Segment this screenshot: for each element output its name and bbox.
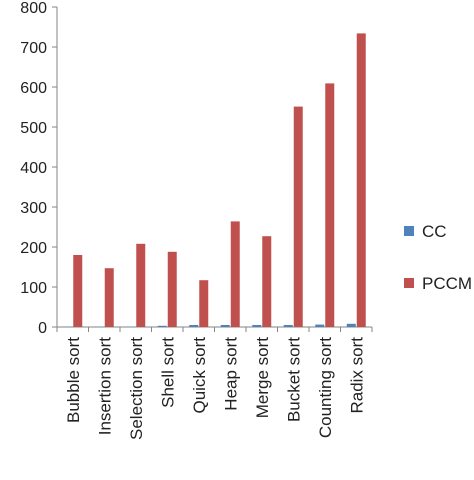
x-category-label: Counting sort xyxy=(316,337,335,438)
bar-cc-counting-sort xyxy=(315,325,324,327)
legend-label-pccm: PCCM xyxy=(422,274,472,293)
bar-pccm-shell-sort xyxy=(168,252,177,327)
bar-cc-quick-sort xyxy=(189,325,198,327)
y-tick-label: 800 xyxy=(20,0,47,17)
bar-pccm-radix-sort xyxy=(357,33,366,327)
bar-pccm-bucket-sort xyxy=(294,107,303,327)
x-category-label: Bucket sort xyxy=(284,337,303,422)
bar-pccm-selection-sort xyxy=(136,244,145,327)
bar-pccm-bubble-sort xyxy=(73,255,82,327)
x-category-label: Radix sort xyxy=(347,337,366,414)
x-category-label: Insertion sort xyxy=(95,337,114,436)
bar-cc-merge-sort xyxy=(252,325,261,327)
x-category-label: Heap sort xyxy=(221,337,240,411)
bar-pccm-insertion-sort xyxy=(105,268,114,327)
legend: CC PCCM xyxy=(404,222,472,293)
y-tick-label: 500 xyxy=(20,120,47,137)
legend-swatch-pccm xyxy=(404,278,414,288)
x-category-label: Selection sort xyxy=(127,337,146,440)
y-tick-label: 200 xyxy=(20,240,47,257)
y-tick-label: 100 xyxy=(20,280,47,297)
y-tick-label: 0 xyxy=(38,320,47,337)
x-category-label: Merge sort xyxy=(253,337,272,419)
bar-cc-radix-sort xyxy=(347,324,356,327)
y-tick-label: 400 xyxy=(20,160,47,177)
bars xyxy=(63,33,366,327)
y-tick-label: 600 xyxy=(20,80,47,97)
bar-pccm-merge-sort xyxy=(262,236,271,327)
x-category-label: Bubble sort xyxy=(64,337,83,423)
x-category-label: Quick sort xyxy=(190,337,209,414)
bar-pccm-counting-sort xyxy=(325,83,334,327)
bar-cc-shell-sort xyxy=(158,326,167,327)
bar-cc-heap-sort xyxy=(221,325,230,327)
legend-label-cc: CC xyxy=(422,222,447,241)
legend-swatch-cc xyxy=(404,226,414,236)
x-category-label: Shell sort xyxy=(158,337,177,408)
bar-pccm-quick-sort xyxy=(199,280,208,327)
y-tick-label: 300 xyxy=(20,200,47,217)
labels: 0 100 200 300 400 500 600 700 800 Bubble sort Inse… xyxy=(20,0,366,440)
bar-cc-bucket-sort xyxy=(284,325,293,327)
axes xyxy=(52,7,372,332)
bar-pccm-heap-sort xyxy=(231,221,240,327)
y-tick-label: 700 xyxy=(20,40,47,57)
